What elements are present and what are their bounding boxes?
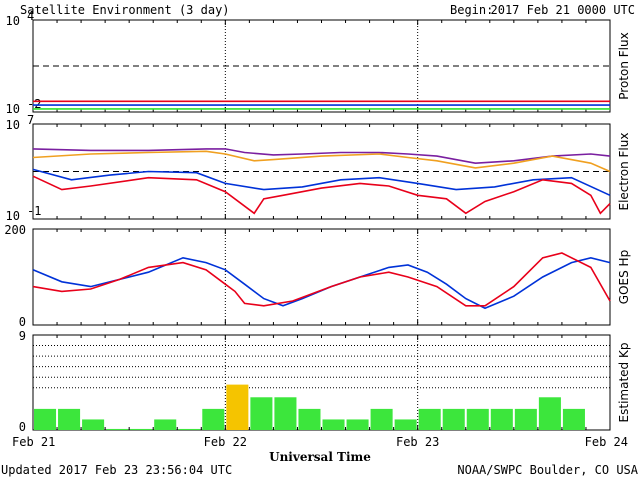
y-tick-label: 0 (19, 420, 26, 434)
kp-bar (106, 428, 129, 430)
kp-bar (202, 408, 225, 430)
series-line-blue (32, 168, 611, 197)
kp-bar (466, 408, 489, 430)
kp-bar (130, 428, 153, 430)
panel-ylabel: GOES Hp (617, 250, 631, 304)
x-tick-label: Feb 23 (396, 435, 439, 449)
y-tick-label: 9 (19, 329, 26, 343)
chart-title: Satellite Environment (3 day) (20, 3, 230, 17)
series-line-blue (32, 256, 611, 310)
kp-bar (538, 397, 561, 430)
series-line-red (32, 252, 611, 307)
begin-value: 2017 Feb 21 0000 UTC (491, 3, 636, 17)
kp-bar (274, 397, 297, 430)
y-tick-exponent: 7 (27, 113, 34, 127)
kp-bar (226, 384, 249, 430)
updated-timestamp: Updated 2017 Feb 23 23:56:04 UTC (1, 463, 232, 477)
kp-bar (514, 408, 537, 430)
panel-goes_hp: 200 0 GOES Hp (4, 223, 631, 329)
kp-bar (178, 428, 201, 430)
y-tick-label: 10 (6, 209, 20, 223)
x-tick-label: Feb 22 (204, 435, 247, 449)
y-tick-exponent: -1 (27, 204, 41, 218)
y-tick-label: 0 (19, 315, 26, 329)
y-tick-label: 10 (6, 102, 20, 116)
x-axis-label: Universal Time (269, 450, 371, 464)
kp-bar (58, 408, 81, 430)
series-line-purple (32, 148, 611, 165)
kp-bar (154, 419, 177, 430)
begin-label: Begin: (450, 3, 493, 17)
y-tick-exponent: 4 (27, 9, 34, 23)
kp-bar (322, 419, 345, 430)
x-tick-label: Feb 24 (585, 435, 628, 449)
panel-ylabel: Proton Flux (617, 32, 631, 99)
y-tick-label: 10 (6, 14, 20, 28)
kp-bar (418, 408, 441, 430)
credit-text: NOAA/SWPC Boulder, CO USA (457, 463, 638, 477)
kp-bar (82, 419, 105, 430)
kp-bar (562, 408, 585, 430)
panel-ylabel: Estimated Kp (617, 343, 631, 423)
panel-electron: 10 7 10 -1 Electron Flux (6, 113, 631, 223)
y-tick-label: 10 (6, 118, 20, 132)
kp-bar (490, 408, 513, 430)
kp-bar (250, 397, 273, 430)
x-tick-label: Feb 21 (12, 435, 55, 449)
kp-bar (394, 419, 417, 430)
y-tick-label: 200 (4, 223, 26, 237)
panel-kp: 9 0 Estimated Kp (19, 329, 631, 434)
kp-bar (346, 419, 369, 430)
kp-bar (34, 408, 57, 430)
series-line-orange (32, 150, 611, 173)
panel-ylabel: Electron Flux (617, 133, 631, 211)
kp-bar (370, 408, 393, 430)
series-line-red (32, 175, 611, 215)
kp-bar (442, 408, 465, 430)
kp-bar (298, 408, 321, 430)
